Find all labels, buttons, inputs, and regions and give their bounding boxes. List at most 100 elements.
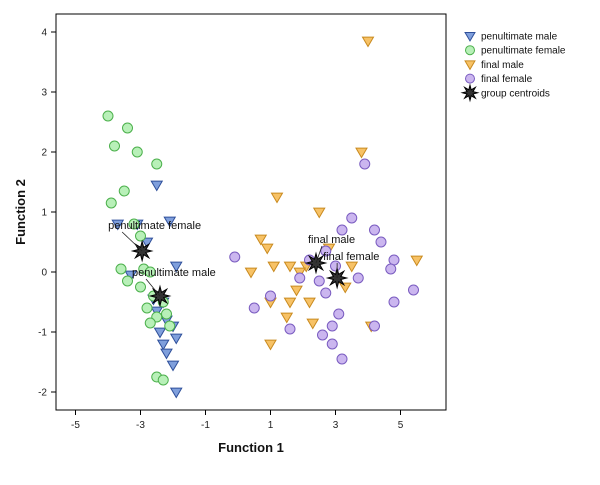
final-female-point — [336, 224, 348, 236]
penultimate-female-point — [128, 218, 140, 230]
y-tick-label: 2 — [41, 148, 47, 159]
final-male-point — [355, 147, 368, 159]
final-female-point — [265, 290, 276, 302]
legend-entry-final-male: final male — [464, 60, 524, 71]
x-axis-title: Function 1 — [218, 440, 284, 455]
penultimate-male-point — [166, 360, 180, 372]
y-axis-title: Function 2 — [13, 179, 28, 245]
final-female-point — [320, 287, 332, 299]
penultimate-male-point — [169, 333, 183, 345]
legend-entry-final-female: final female — [465, 73, 533, 85]
final-female-point — [294, 272, 306, 284]
final-male-point — [283, 297, 297, 309]
final-male-point — [338, 282, 352, 294]
x-tick-label: 5 — [398, 420, 404, 431]
x-tick-label: -3 — [136, 420, 145, 431]
y-tick-label: -2 — [38, 388, 47, 399]
centroid-annotation: penultimate male — [132, 267, 216, 279]
penultimate-female-point — [157, 374, 169, 386]
final-male-point — [244, 267, 258, 279]
penultimate-female-point — [135, 230, 146, 242]
final-female-point — [346, 212, 358, 224]
final-female-point — [369, 320, 380, 332]
final-female-point — [229, 251, 241, 263]
final-male-point — [264, 339, 277, 351]
penultimate-male-point — [156, 339, 170, 351]
centroid-annotation: penultimate female — [108, 220, 201, 232]
y-tick-label: -1 — [38, 328, 47, 339]
legend-label: final female — [481, 74, 533, 85]
legend-entry-penultimate-female: penultimate female — [465, 45, 566, 57]
legend-swatch — [465, 73, 475, 84]
y-tick-label: 3 — [41, 88, 47, 99]
penultimate-female-point — [109, 140, 120, 152]
penultimate-female-point — [141, 302, 153, 314]
legend-swatch — [464, 32, 476, 42]
penultimate-female-point — [151, 158, 163, 170]
x-tick-label: -5 — [71, 420, 80, 431]
final-male-point — [345, 261, 359, 273]
penultimate-male-point — [150, 180, 164, 192]
final-female-point — [326, 320, 338, 332]
annotation-leader — [145, 278, 161, 297]
final-female-point — [330, 260, 341, 272]
legend-swatch — [465, 45, 475, 56]
final-male-point — [303, 297, 316, 309]
x-tick-label: 1 — [268, 420, 274, 431]
final-male-point — [361, 36, 375, 48]
final-male-point — [260, 243, 274, 255]
final-male-point — [270, 192, 284, 204]
final-male-point — [312, 207, 326, 219]
final-female-point — [326, 338, 338, 350]
legend-label: penultimate male — [481, 32, 558, 43]
final-female-point — [284, 323, 296, 335]
final-female-point — [333, 308, 345, 320]
final-male-point — [410, 255, 424, 267]
x-tick-label: -1 — [201, 420, 210, 431]
final-male-point — [280, 312, 294, 324]
plot-frame — [55, 13, 447, 411]
final-female-point — [352, 272, 364, 284]
final-female-point — [388, 254, 400, 266]
penultimate-female-point — [118, 185, 130, 197]
penultimate-female-point — [164, 320, 176, 332]
final-female-point — [375, 236, 387, 248]
penultimate-female-point — [122, 122, 133, 134]
penultimate-female-point — [115, 263, 127, 275]
penultimate-female-point — [131, 146, 143, 158]
centroid-annotation: final male — [308, 234, 355, 246]
centroid-annotation: final female — [323, 251, 379, 263]
penultimate-female-point — [122, 275, 133, 287]
y-tick-label: 4 — [41, 28, 47, 39]
penultimate-male-point — [111, 219, 125, 231]
final-female-point — [248, 302, 260, 314]
final-male-point — [283, 261, 297, 273]
legend-entry-penultimate-male: penultimate male — [464, 32, 558, 43]
final-male-point — [267, 261, 281, 273]
penultimate-male-point — [153, 327, 167, 339]
final-female-point — [320, 245, 332, 257]
legend-label: final male — [481, 60, 524, 71]
final-female-point — [388, 296, 400, 308]
penultimate-male-point — [160, 348, 173, 360]
annotation-leader — [121, 231, 143, 252]
final-female-point — [408, 284, 419, 296]
annotation-leader — [315, 245, 323, 264]
final-female-point — [369, 224, 380, 236]
final-male-point — [254, 234, 268, 246]
penultimate-female-point — [105, 197, 117, 209]
final-female-point — [359, 158, 371, 170]
penultimate-female-point — [161, 308, 172, 320]
penultimate-female-point — [135, 281, 146, 293]
final-female-point — [313, 275, 325, 287]
final-female-point — [385, 263, 397, 275]
y-tick-label: 0 — [41, 268, 47, 279]
legend-swatch — [460, 83, 480, 103]
final-female-point — [317, 329, 328, 341]
legend-swatch — [464, 60, 476, 71]
y-tick-label: 1 — [41, 208, 47, 219]
final-female-point — [336, 353, 348, 365]
penultimate-male-point — [169, 387, 183, 399]
